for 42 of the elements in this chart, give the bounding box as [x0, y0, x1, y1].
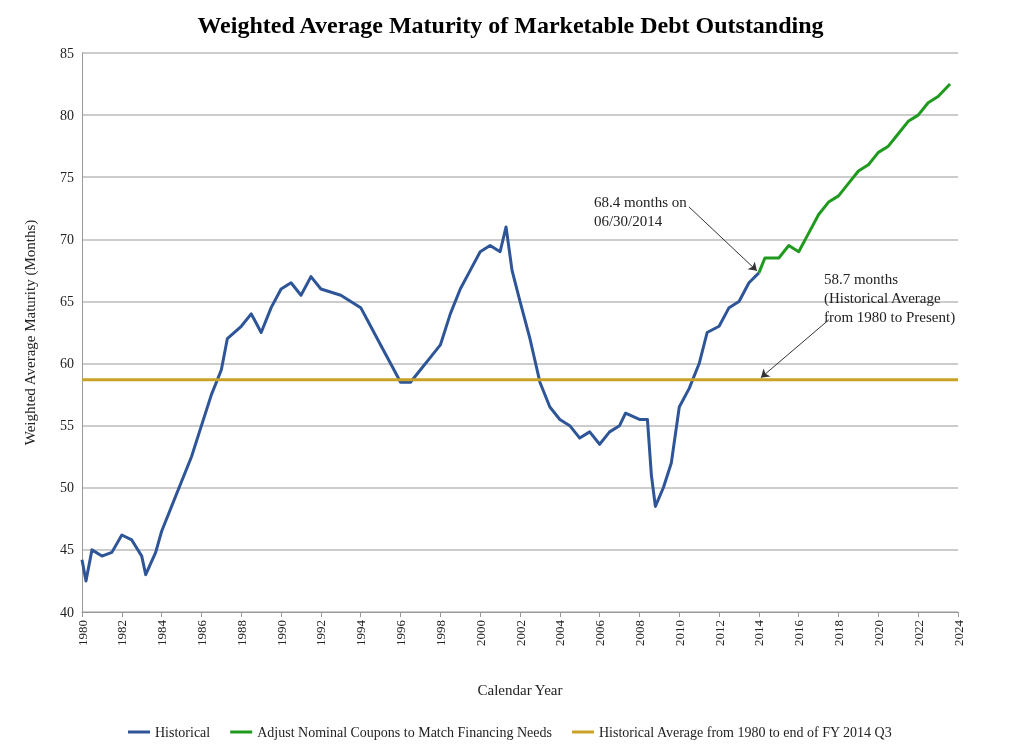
x-tick-label: 1990 [273, 620, 289, 646]
y-tick-label: 80 [60, 107, 74, 123]
line-series [80, 225, 761, 583]
x-tick-label: 1992 [313, 620, 329, 646]
y-tick-label: 55 [60, 418, 74, 434]
annotation: 68.4 months on 06/30/2014 [593, 194, 688, 230]
legend-label: Historical Average from 1980 to end of FY 2014 Q3 [598, 724, 892, 740]
x-tick-label: 1986 [193, 619, 209, 646]
x-tick-label: 1988 [233, 620, 249, 646]
y-tick-label: 75 [60, 169, 74, 185]
legend-label: Adjust Nominal Coupons to Match Financing Needs [257, 724, 552, 740]
x-tick-label: 2010 [671, 620, 687, 646]
x-axis-title: Calendar Year [477, 681, 563, 698]
x-tick-label: 2002 [512, 620, 528, 646]
x-tick-label: 1996 [393, 619, 409, 646]
x-tick-label: 2024 [950, 619, 966, 646]
x-tick-label: 2022 [910, 620, 926, 646]
legend-label: Historical [154, 724, 211, 740]
y-tick-label: 50 [60, 480, 74, 496]
x-tick-label: 2020 [870, 620, 886, 646]
y-tick-label: 45 [60, 542, 74, 558]
x-tick-label: 2018 [831, 620, 847, 646]
x-tick-label: 2008 [631, 620, 647, 646]
y-tick-label: 85 [60, 45, 74, 61]
x-tick-label: 1994 [353, 619, 369, 646]
x-tick-label: 1998 [432, 620, 448, 646]
x-tick-label: 2014 [751, 619, 767, 646]
x-tick-label: 1982 [114, 620, 130, 646]
x-tick-label: 1984 [154, 619, 170, 646]
x-tick-label: 2000 [472, 620, 488, 646]
x-tick-label: 2016 [791, 619, 807, 646]
y-tick-label: 65 [60, 293, 74, 309]
x-tick-label: 1980 [74, 620, 90, 646]
x-tick-label: 2006 [592, 619, 608, 646]
y-tick-label: 40 [60, 604, 74, 620]
x-tick-label: 2012 [711, 620, 727, 646]
chart-title: Weighted Average Maturity of Marketable Debt Outstanding [197, 12, 824, 38]
annotation: 58.7 months (Historical Average from 1980 to Present) [823, 271, 956, 327]
y-tick-label: 70 [60, 231, 74, 247]
y-axis-title: Weighted Average Maturity (Months) [21, 219, 39, 446]
x-tick-label: 2004 [552, 619, 568, 646]
y-tick-label: 60 [60, 356, 74, 372]
